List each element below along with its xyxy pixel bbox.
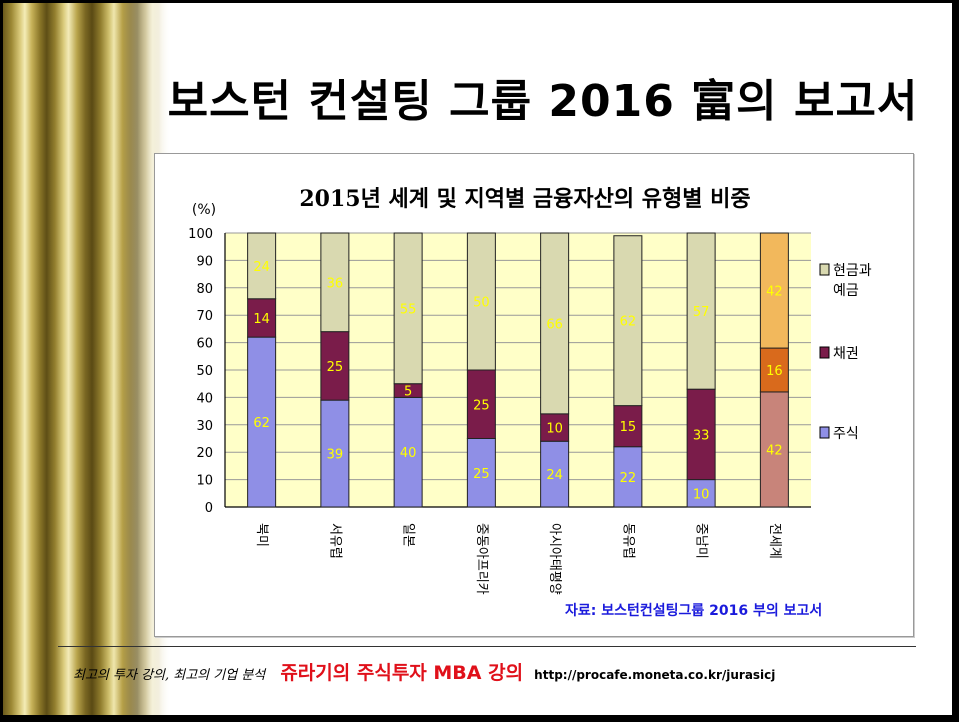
data-label: 10 xyxy=(693,487,710,502)
data-label: 24 xyxy=(253,260,270,275)
y-axis-unit-label: (%) xyxy=(192,202,216,218)
footer-course-title: 쥬라기의 주식투자 MBA 강의 xyxy=(280,662,524,684)
footer-divider xyxy=(58,646,916,647)
bar-segment xyxy=(247,298,277,338)
y-tick-label: 50 xyxy=(196,364,213,379)
bar-segment xyxy=(320,232,350,333)
y-tick-label: 60 xyxy=(196,337,213,352)
plot-area: 0 10 20 30 40 50 60 70 80 90 100 62 14 24 북미 39 25 36 서유럽 4… xyxy=(188,227,811,595)
data-label: 25 xyxy=(473,467,490,482)
y-tick-label: 100 xyxy=(188,227,213,242)
source-note: 자료: 보스턴컨설팅그룹 2016 부의 보고서 xyxy=(565,602,822,619)
data-label: 39 xyxy=(327,448,344,463)
data-label: 40 xyxy=(400,446,417,461)
data-label: 24 xyxy=(546,468,563,483)
stacked-bar-chart: 2015년 세계 및 지역별 금융자산의 유형별 비중 (%) 자료: 보스턴컨… xyxy=(155,154,913,636)
data-label: 10 xyxy=(546,422,563,437)
bar-segment xyxy=(759,391,789,508)
bar-segment xyxy=(393,232,423,385)
legend-label-line: 채권 xyxy=(833,346,859,362)
x-tick-label: 동유럽 xyxy=(620,523,635,559)
data-label: 25 xyxy=(473,398,490,413)
bar-segment xyxy=(540,440,570,508)
x-tick-label: 중남미 xyxy=(694,523,709,559)
data-label: 50 xyxy=(473,296,490,311)
data-label: 33 xyxy=(693,428,710,443)
data-label: 14 xyxy=(253,312,270,327)
y-tick-label: 80 xyxy=(196,282,213,297)
data-label: 22 xyxy=(620,471,637,486)
legend-label: 주식 xyxy=(833,426,859,442)
data-label: 16 xyxy=(766,364,783,379)
bar-segment xyxy=(393,396,423,508)
x-tick-label: 전세계 xyxy=(767,523,782,559)
slide: 보스턴 컨설팅 그룹 2016 富의 보고서 2015년 세계 및 지역별 금융… xyxy=(3,3,952,715)
bar-segment xyxy=(540,232,570,415)
data-label: 5 xyxy=(404,385,412,400)
chart-panel: 2015년 세계 및 지역별 금융자산의 유형별 비중 (%) 자료: 보스턴컨… xyxy=(154,153,914,637)
data-label: 25 xyxy=(327,360,344,375)
legend-swatch xyxy=(819,346,830,359)
y-tick-label: 30 xyxy=(196,419,213,434)
footer-url: http://procafe.moneta.co.kr/jurasicj xyxy=(534,668,776,682)
x-tick-label: 북미 xyxy=(254,523,269,547)
bar-segment xyxy=(686,388,716,481)
bar-segment xyxy=(320,331,350,401)
bar-segment xyxy=(613,235,643,407)
legend-swatch xyxy=(819,426,830,439)
legend-swatch xyxy=(819,263,830,276)
data-label: 42 xyxy=(766,443,783,458)
bar-segment xyxy=(540,413,570,442)
y-tick-label: 20 xyxy=(196,446,213,461)
y-tick-label: 70 xyxy=(196,309,213,324)
data-label: 57 xyxy=(693,305,710,320)
chart-title: 2015년 세계 및 지역별 금융자산의 유형별 비중 xyxy=(299,186,750,212)
data-label: 66 xyxy=(546,317,563,332)
bar-segment xyxy=(613,446,643,508)
footer: 최고의 투자 강의, 최고의 기업 분석 쥬라기의 주식투자 MBA 강의 ht… xyxy=(73,658,933,685)
bar-segment xyxy=(686,479,716,508)
footer-tagline: 최고의 투자 강의, 최고의 기업 분석 xyxy=(73,668,266,683)
data-label: 36 xyxy=(327,276,344,291)
x-tick-label: 일본 xyxy=(401,523,416,547)
data-label: 42 xyxy=(766,285,783,300)
y-tick-label: 90 xyxy=(196,254,213,269)
x-tick-label: 서유럽 xyxy=(327,523,342,559)
slide-title: 보스턴 컨설팅 그룹 2016 富의 보고서 xyxy=(167,76,919,127)
legend-label-line: 현금과 xyxy=(833,263,872,279)
y-tick-label: 10 xyxy=(196,474,213,489)
y-tick-label: 0 xyxy=(205,501,213,516)
bar-segment xyxy=(613,405,643,448)
bar-segment xyxy=(320,399,350,508)
data-label: 62 xyxy=(620,315,637,330)
data-label: 55 xyxy=(400,302,417,317)
x-tick-label: 중동아프리카 xyxy=(474,523,489,595)
legend-label-line: 예금 xyxy=(833,283,859,299)
data-label: 62 xyxy=(253,416,270,431)
data-label: 15 xyxy=(620,420,637,435)
y-tick-label: 40 xyxy=(196,391,213,406)
legend-label: 채권 xyxy=(833,346,859,362)
legend-label-line: 주식 xyxy=(833,426,859,442)
x-tick-label: 아시아태평양 xyxy=(547,523,562,595)
bar-segment xyxy=(686,232,716,390)
bar-segment xyxy=(759,232,789,349)
bar-segment xyxy=(247,232,277,300)
bar-segment xyxy=(759,347,789,393)
bar-segment xyxy=(466,232,496,371)
